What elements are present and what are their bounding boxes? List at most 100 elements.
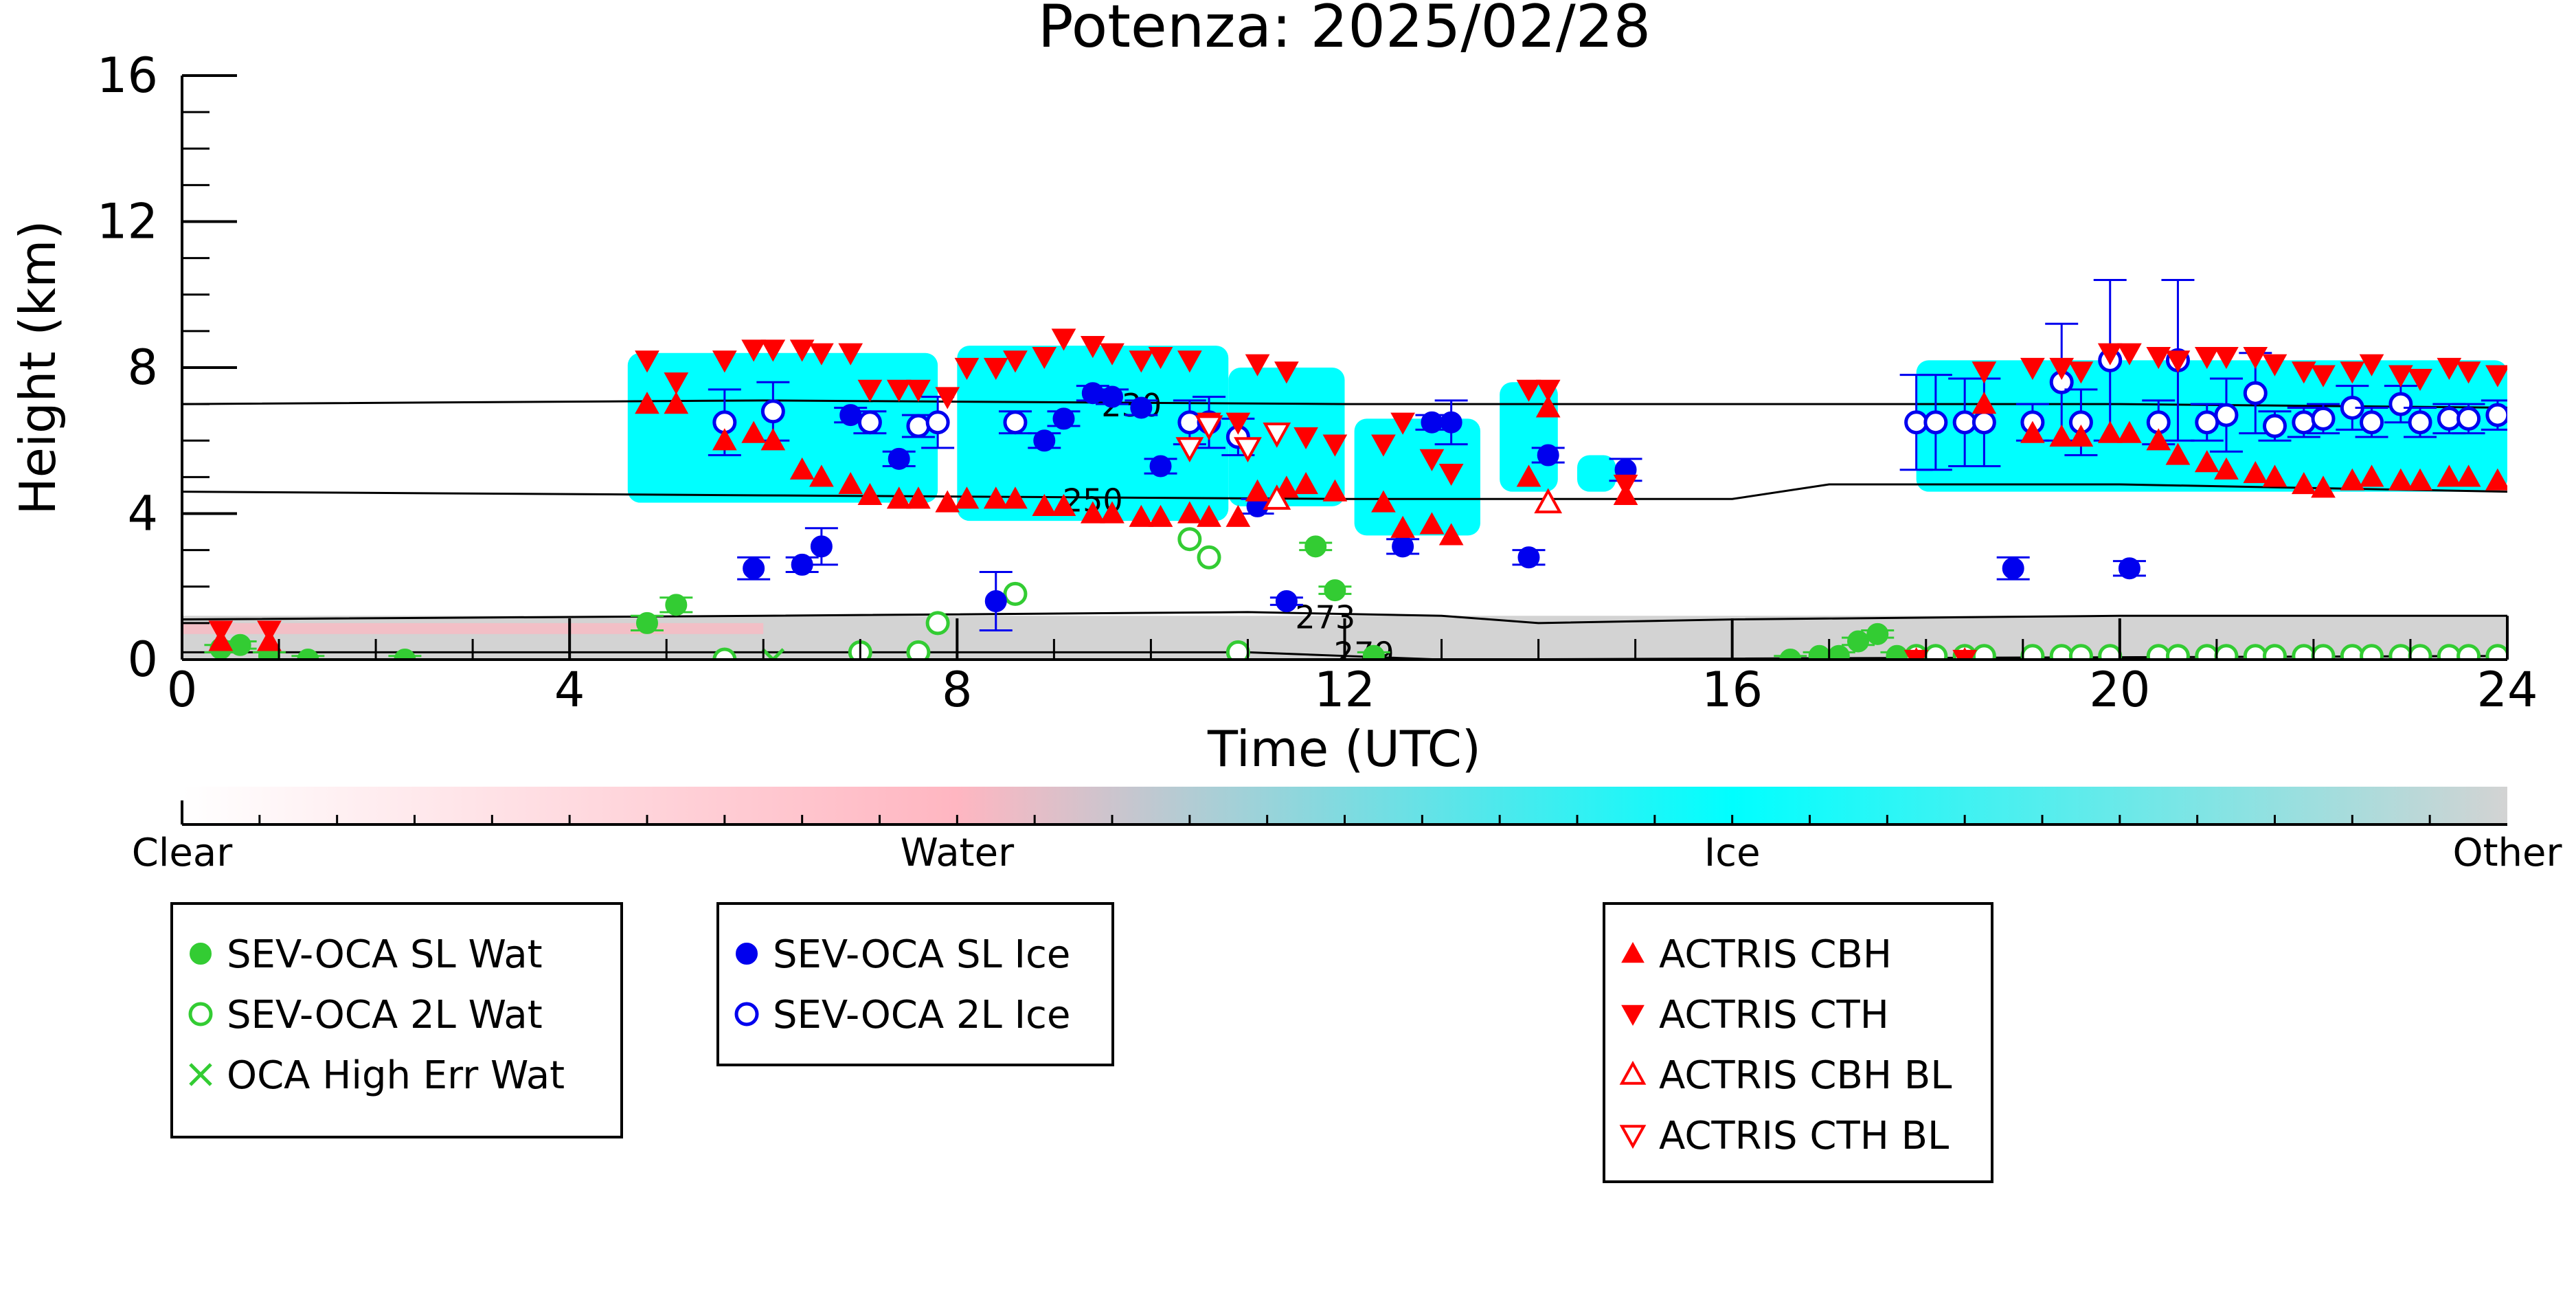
point-sev-oca-2l-ice xyxy=(1952,410,1977,435)
point-actris-cbh xyxy=(1051,493,1076,516)
point-sev-oca-2l-ice xyxy=(2360,410,2384,435)
legend-label-oca-high-err-wat: OCA High Err Wat xyxy=(227,1053,565,1098)
point-sev-oca-2l-wat xyxy=(2485,644,2507,660)
point-sev-oca-2l-ice xyxy=(2263,414,2287,438)
point-actris-cth xyxy=(2020,357,2045,381)
point-sev-oca-2l-wat xyxy=(925,611,950,636)
legend-label-sev-oca-2l-wat: SEV-OCA 2L Wat xyxy=(227,993,543,1037)
point-actris-cbh xyxy=(2291,471,2316,495)
point-actris-cth xyxy=(2214,346,2239,370)
legend-label-actris-cth-bl: ACTRIS CTH BL xyxy=(1659,1114,1949,1158)
point-sev-oca-2l-wat xyxy=(2437,644,2461,660)
point-actris-cth xyxy=(741,339,766,362)
point-actris-cbh xyxy=(2194,450,2219,473)
series-oca-high-err-wat xyxy=(761,648,785,660)
x-tick-label: 20 xyxy=(2089,662,2150,718)
point-actris-cbh xyxy=(2408,468,2432,491)
point-actris-cth xyxy=(1293,427,1318,449)
point-actris-cbh xyxy=(1225,504,1251,527)
point-sev-oca-2l-wat xyxy=(2068,644,2093,660)
legend-marker-sev-oca-sl-ice xyxy=(736,943,758,965)
point-actris-cbh xyxy=(886,486,912,509)
point-actris-cbh xyxy=(983,486,1008,509)
point-actris-cbh xyxy=(1003,486,1028,509)
colorbar-label-clear: Clear xyxy=(132,831,233,875)
legend-marker-actris-cbh-bl xyxy=(1619,1060,1647,1085)
point-actris-cbh xyxy=(2485,468,2507,491)
point-sev-oca-2l-wat xyxy=(2263,644,2287,660)
point-actris-cbh xyxy=(2262,464,2287,487)
point-sev-oca-2l-ice xyxy=(1177,410,1202,435)
point-actris-cth xyxy=(2262,354,2287,377)
point-actris-cbh xyxy=(2146,428,2171,451)
point-sev-oca-sl-wat xyxy=(1304,535,1327,558)
point-actris-cth-bl xyxy=(1195,415,1223,441)
legend-marker-sev-oca-sl-wat xyxy=(190,943,212,965)
point-actris-cth xyxy=(983,357,1008,381)
point-actris-cth xyxy=(1516,379,1541,402)
point-actris-cbh xyxy=(935,490,960,513)
x-tick-label: 16 xyxy=(1702,662,1763,718)
point-actris-cbh-bl xyxy=(1263,484,1291,510)
point-actris-cth xyxy=(257,620,282,643)
point-sev-oca-2l-ice xyxy=(2388,392,2413,416)
point-actris-cth xyxy=(2068,361,2094,384)
point-sev-oca-2l-ice xyxy=(925,410,950,435)
point-sev-oca-sl-ice xyxy=(810,535,833,558)
ice-region-0 xyxy=(627,352,938,503)
point-actris-cth xyxy=(2049,357,2075,381)
legend-marker-sev-oca-2l-ice xyxy=(734,1002,759,1026)
point-actris-cth xyxy=(1274,361,1299,384)
point-actris-cth xyxy=(954,357,980,381)
point-sev-oca-sl-wat xyxy=(229,633,251,656)
point-sev-oca-sl-ice xyxy=(1421,411,1443,434)
point-actris-cbh xyxy=(2456,464,2481,487)
point-actris-cth xyxy=(1535,379,1561,402)
point-sev-oca-2l-ice xyxy=(2214,403,2239,427)
point-sev-oca-sl-ice xyxy=(2118,557,2140,580)
point-sev-oca-2l-ice xyxy=(1971,410,1996,435)
colorbar: Clear Water Ice Other xyxy=(132,787,2562,875)
point-sev-oca-2l-ice xyxy=(760,399,785,424)
point-actris-cbh xyxy=(1148,504,1173,527)
point-actris-cbh xyxy=(2020,420,2045,443)
point-actris-cth xyxy=(635,350,659,373)
point-actris-cth xyxy=(2408,368,2432,391)
point-sev-oca-2l-wat xyxy=(2165,644,2190,660)
point-sev-oca-sl-wat xyxy=(1324,579,1346,602)
point-sev-oca-2l-ice xyxy=(2408,410,2432,435)
point-actris-cbh xyxy=(2388,468,2413,491)
point-sev-oca-2l-ice xyxy=(2311,406,2336,431)
point-actris-cth xyxy=(2194,346,2219,370)
point-actris-cth xyxy=(2291,361,2316,384)
point-sev-oca-2l-wat xyxy=(2214,644,2239,660)
point-actris-cbh xyxy=(1971,392,1997,414)
point-actris-cbh xyxy=(857,482,883,506)
point-sev-oca-2l-wat xyxy=(1003,581,1028,606)
point-sev-oca-2l-wat xyxy=(712,647,737,660)
point-actris-cth-bl xyxy=(1175,437,1204,462)
colorbar-label-water: Water xyxy=(901,831,1015,875)
point-actris-cth xyxy=(1225,412,1251,435)
point-sev-oca-2l-ice xyxy=(2195,410,2219,435)
y-tick-label: 12 xyxy=(97,194,158,250)
point-actris-cbh xyxy=(2340,468,2365,491)
point-sev-oca-2l-wat xyxy=(906,640,931,660)
series-sev-oca-sl-ice xyxy=(737,382,2146,631)
point-actris-cth xyxy=(1390,412,1415,435)
point-actris-cth xyxy=(2165,350,2191,373)
series-actris-cth-bl xyxy=(1175,415,1291,462)
ice-region-5 xyxy=(1577,455,1616,492)
point-sev-oca-2l-wat xyxy=(1197,545,1221,570)
point-sev-oca-sl-wat xyxy=(394,649,416,660)
point-sev-oca-sl-ice xyxy=(1052,407,1075,430)
point-actris-cbh xyxy=(809,464,834,487)
point-sev-oca-sl-wat xyxy=(1808,644,1831,660)
point-actris-cth xyxy=(2243,346,2268,370)
point-actris-cbh xyxy=(1371,490,1396,513)
point-actris-cbh xyxy=(1390,515,1415,538)
point-actris-cbh xyxy=(1197,504,1221,527)
x-tick-label: 0 xyxy=(167,662,198,718)
point-sev-oca-2l-wat xyxy=(2340,644,2364,660)
